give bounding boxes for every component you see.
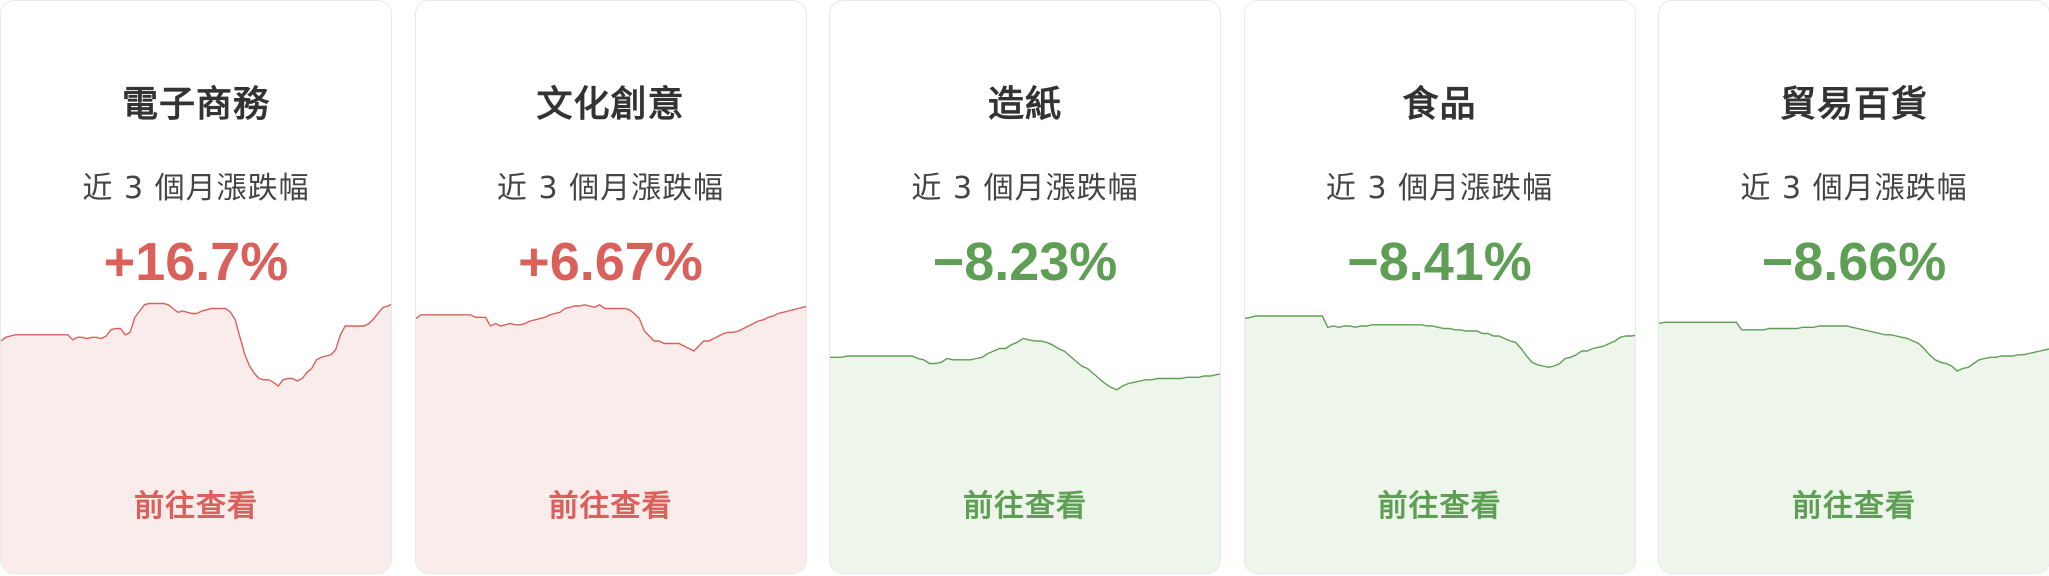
industry-card[interactable]: 文化創意近 3 個月漲跌幅 +6.67% 前往查看 xyxy=(414,0,807,574)
sparkline-area xyxy=(1659,322,2049,573)
sparkline-line xyxy=(1244,315,1635,369)
change-percent: +6.67% xyxy=(518,232,703,292)
sparkline-area xyxy=(415,304,806,573)
change-percent: −8.41% xyxy=(1347,232,1532,292)
sparkline-chart xyxy=(1659,321,2049,573)
sparkline-area xyxy=(1244,316,1635,573)
sparkline-area xyxy=(1,303,391,573)
sparkline-chart xyxy=(415,303,806,573)
industry-name: 貿易百貨 xyxy=(1779,84,1928,125)
sparkline-chart xyxy=(1,302,391,573)
sparkline-area xyxy=(830,338,1220,573)
sparkline-chart xyxy=(1244,315,1635,573)
view-link[interactable]: 前往查看 xyxy=(963,489,1087,524)
view-link[interactable]: 前往查看 xyxy=(1792,489,1916,524)
view-link[interactable]: 前往查看 xyxy=(548,489,673,524)
period-label: 近 3 個月漲跌幅 xyxy=(82,171,310,206)
sparkline-chart xyxy=(830,337,1220,573)
period-label: 近 3 個月漲跌幅 xyxy=(496,171,725,206)
change-percent: +16.7% xyxy=(103,232,289,292)
sparkline-line xyxy=(1659,321,2049,372)
sparkline-line xyxy=(1,302,391,387)
period-label: 近 3 個月漲跌幅 xyxy=(911,171,1139,206)
change-percent: −8.66% xyxy=(1761,232,1947,292)
industry-name: 造紙 xyxy=(987,84,1062,125)
industry-name: 電子商務 xyxy=(121,84,270,125)
industry-card[interactable]: 電子商務近 3 個月漲跌幅 +16.7% 前往查看 xyxy=(0,0,392,574)
change-percent: −8.23% xyxy=(932,232,1118,292)
industry-name: 文化創意 xyxy=(536,84,685,125)
sparkline-line xyxy=(415,303,806,352)
period-label: 近 3 個月漲跌幅 xyxy=(1325,171,1554,206)
industry-card[interactable]: 貿易百貨近 3 個月漲跌幅 −8.66% 前往查看 xyxy=(1658,0,2049,574)
industry-card[interactable]: 造紙近 3 個月漲跌幅 −8.23% 前往查看 xyxy=(829,0,1221,574)
sparkline-line xyxy=(830,337,1220,391)
industry-card[interactable]: 食品近 3 個月漲跌幅 −8.41% 前往查看 xyxy=(1243,0,1636,574)
view-link[interactable]: 前往查看 xyxy=(134,489,258,524)
period-label: 近 3 個月漲跌幅 xyxy=(1740,171,1968,206)
industry-name: 食品 xyxy=(1402,84,1477,125)
view-link[interactable]: 前往查看 xyxy=(1377,489,1502,524)
